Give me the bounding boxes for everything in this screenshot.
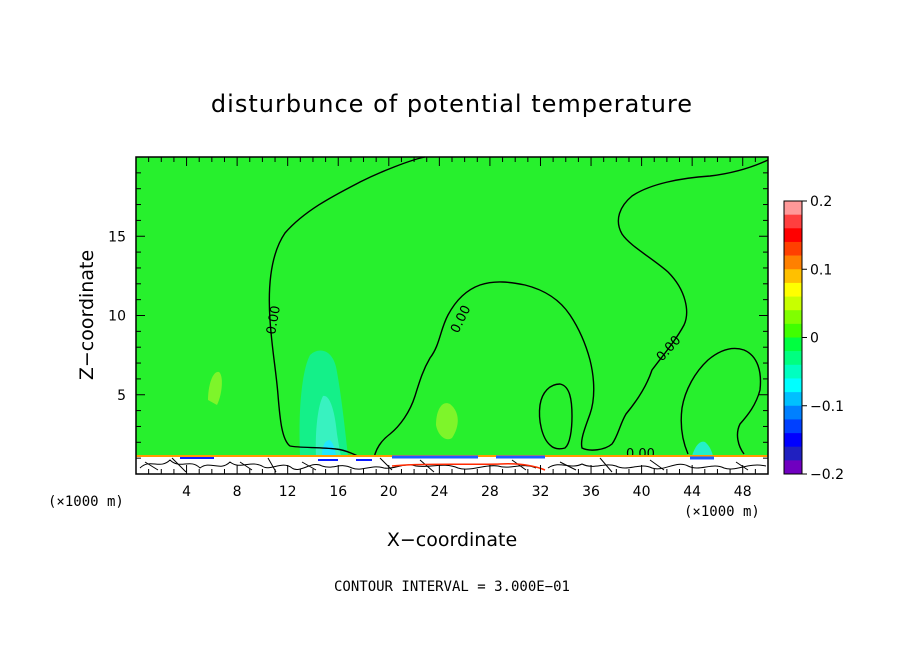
x-tick-label: 40 <box>633 484 651 500</box>
positive-anomaly-2 <box>436 403 458 440</box>
contour-label-1: 0.00 <box>264 305 284 336</box>
negative-anomaly-blob-2 <box>692 441 713 456</box>
surface-band-squiggles <box>139 459 767 470</box>
colorbar-swatch <box>784 296 802 311</box>
colorbar-ticks: 0.2 0.1 0 −0.1 −0.2 <box>802 194 844 483</box>
y-tick-label: 5 <box>117 388 126 404</box>
colorbar-swatch <box>784 255 802 270</box>
colorbar-swatch <box>784 323 802 338</box>
plot-area: 0.00 0.00 0.00 0.00 <box>135 156 769 475</box>
colorbar-swatch <box>784 433 802 447</box>
colorbar-swatch <box>784 364 802 379</box>
colorbar-swatch <box>784 351 802 366</box>
negative-anomaly-core <box>315 395 341 456</box>
x-tick-label: 36 <box>582 484 600 500</box>
colorbar-swatch <box>784 310 802 325</box>
chart-title: disturbunce of potential temperature <box>211 90 693 118</box>
x-tick-label: 24 <box>430 484 448 500</box>
colorbar-swatch <box>784 228 802 243</box>
colorbar-tick-label: −0.2 <box>810 467 844 483</box>
colorbar-swatch <box>784 446 802 461</box>
x-tick-label: 28 <box>481 484 499 500</box>
x-tick-label: 20 <box>380 484 398 500</box>
surface-band-blue-2 <box>180 457 372 461</box>
x-unit-left: (×1000 m) <box>48 494 124 510</box>
colorbar-tick-label: 0.2 <box>810 194 832 210</box>
colorbar-swatch <box>784 241 802 256</box>
colorbar-swatch <box>784 269 802 284</box>
colorbar-swatch <box>784 282 802 297</box>
colorbar-swatch <box>784 419 802 434</box>
colorbar-swatch <box>784 201 802 215</box>
positive-anomaly-1 <box>208 371 222 405</box>
colorbar-swatch <box>784 337 802 352</box>
contour-interval-note: CONTOUR INTERVAL = 3.000E−01 <box>334 579 570 595</box>
x-tick-label: 32 <box>532 484 550 500</box>
y-axis-ticks: 5 10 15 <box>108 172 768 459</box>
y-tick-label: 15 <box>108 229 126 245</box>
x-tick-label: 12 <box>279 484 297 500</box>
x-tick-label: 44 <box>683 484 701 500</box>
colorbar-tick-label: 0.1 <box>810 262 832 278</box>
surface-band-squiggles-2 <box>144 457 749 473</box>
contour-line-d <box>680 347 762 455</box>
y-tick-label: 10 <box>108 309 126 325</box>
x-tick-label: 48 <box>734 484 752 500</box>
colorbar-swatch <box>784 378 802 393</box>
y-axis-label: Z−coordinate <box>76 250 98 380</box>
surface-band-blue-1 <box>392 455 714 460</box>
x-tick-label: 16 <box>329 484 347 500</box>
x-tick-label: 4 <box>182 484 191 500</box>
colorbar-swatch <box>784 392 802 407</box>
x-axis-label: X−coordinate <box>387 529 517 551</box>
x-unit-right: (×1000 m) <box>684 504 760 520</box>
colorbar-tick-label: −0.1 <box>810 399 844 415</box>
colorbar-swatch <box>784 460 802 475</box>
colorbar <box>783 200 803 475</box>
colorbar-swatch <box>784 214 802 229</box>
colorbar-swatch <box>784 405 802 420</box>
x-tick-label: 8 <box>233 484 242 500</box>
x-axis-ticks: 4 8 12 16 20 24 28 32 36 40 44 48 <box>148 157 756 500</box>
surface-band-red <box>391 463 546 471</box>
surface-noise-band <box>136 455 768 474</box>
colorbar-tick-label: 0 <box>810 331 819 347</box>
contour-line-b <box>373 159 769 459</box>
contour-line-c <box>538 383 573 450</box>
